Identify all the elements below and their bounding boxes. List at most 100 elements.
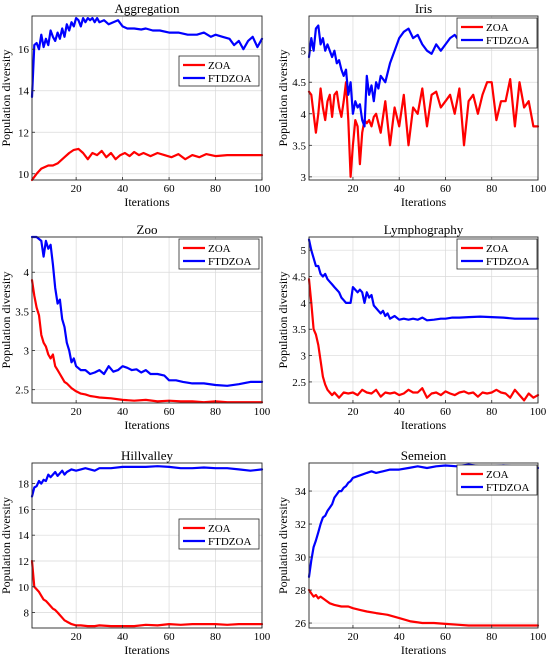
x-tick-label: 40 [394,183,406,195]
y-tick-label: 4.5 [292,272,306,284]
x-tick-label: 20 [71,183,83,195]
x-tick-label: 100 [530,631,547,643]
x-axis-label: Iterations [401,643,447,657]
x-tick-label: 40 [117,183,129,195]
axes-frame [31,236,263,404]
axes-frame [31,15,263,181]
y-tick-label: 8 [24,608,30,620]
x-axis-label: Iterations [401,195,447,209]
y-tick-label: 12 [18,556,29,568]
y-tick-label: 16 [18,44,30,56]
x-tick-label: 60 [440,183,452,195]
y-tick-label: 3.5 [292,140,306,152]
x-tick-label: 80 [486,183,498,195]
series-line-zoa [307,77,540,178]
x-tick-label: 40 [394,631,406,643]
series-line-zoa [307,278,540,402]
y-tick-label: 4 [24,267,30,279]
y-axis-label: Population diversity [276,50,290,147]
x-tick-label: 100 [530,406,547,418]
chart-panel-2: 20 40 60 80 100 3 3.5 4 4.5 5 Iris Iterations Popula… [276,1,547,209]
y-tick-label: 26 [295,618,307,630]
legend-label-zoa: ZOA [486,469,509,481]
y-axis-label: Population diversity [276,497,290,594]
chart-title: Lymphography [384,222,464,237]
series-line-ftdzoa [30,17,264,99]
y-tick-label: 4 [301,109,307,121]
chart-title: Iris [415,1,432,16]
legend-box [456,464,538,496]
chart-panel-5: 20 40 60 80 100 8 10 12 14 16 18 Hillvalley Iteratio… [0,448,271,657]
legend-label-zoa: ZOA [486,243,509,255]
legend-box [456,238,538,270]
y-tick-label: 14 [18,530,30,542]
chart-panel-6: 20 40 60 80 100 26 28 30 32 34 Semeion Iterations Po… [276,448,547,657]
y-tick-label: 34 [295,486,307,498]
legend-box [456,17,538,49]
series-line-zoa [30,279,264,404]
x-tick-label: 80 [210,406,222,418]
y-tick-label: 2.5 [292,377,306,389]
y-tick-label: 12 [18,127,29,139]
legend-label-ftdzoa: FTDZOA [208,256,251,268]
x-tick-label: 100 [254,183,271,195]
x-tick-label: 20 [347,183,359,195]
chart-title: Zoo [137,222,158,237]
chart-panel-1: 20 40 60 80 100 10 12 14 16 Aggregation Iterations… [0,1,271,209]
legend-box [178,238,260,270]
x-tick-label: 60 [164,406,176,418]
x-tick-label: 80 [486,406,498,418]
axes-frame [31,462,263,629]
x-axis-label: Iterations [124,643,170,657]
x-tick-label: 40 [394,406,406,418]
legend-label-ftdzoa: FTDZOA [208,73,251,85]
y-tick-label: 3.5 [292,324,306,336]
legend-label-ftdzoa: FTDZOA [486,35,529,47]
x-tick-label: 100 [254,631,271,643]
series-line-ftdzoa [307,24,489,128]
legend-box [178,55,260,87]
y-tick-label: 5 [301,46,307,58]
y-tick-label: 4 [301,298,307,310]
x-tick-label: 60 [164,631,176,643]
chart-title: Semeion [401,448,447,463]
axes-frame [308,462,539,629]
series-line-ftdzoa [307,238,540,322]
y-axis-label: Population diversity [276,272,290,369]
legend-box [178,518,260,550]
legend-label-ftdzoa: FTDZOA [208,536,251,548]
x-tick-label: 80 [210,183,222,195]
y-axis-label: Population diversity [0,272,13,369]
x-tick-label: 80 [210,631,222,643]
y-tick-label: 2.5 [15,385,29,397]
legend-label-zoa: ZOA [486,22,509,34]
y-tick-label: 16 [18,504,30,516]
y-tick-label: 32 [295,519,306,531]
series-line-zoa [30,559,264,628]
x-tick-label: 60 [440,406,452,418]
x-tick-label: 60 [440,631,452,643]
y-tick-label: 3.5 [15,306,29,318]
series-line-ftdzoa [30,465,264,498]
y-tick-label: 3 [301,351,307,363]
y-tick-label: 10 [18,582,30,594]
x-tick-label: 80 [486,631,498,643]
y-axis-label: Population diversity [0,497,13,594]
y-axis-label: Population diversity [0,50,13,147]
series-line-ftdzoa [30,235,264,387]
x-tick-label: 20 [71,631,83,643]
y-tick-label: 10 [18,169,30,181]
legend-label-ftdzoa: FTDZOA [486,482,529,494]
axes-frame [308,15,539,181]
y-tick-label: 3 [24,346,30,358]
chart-title: Hillvalley [121,448,173,463]
legend-label-zoa: ZOA [208,60,231,72]
y-tick-label: 14 [18,86,30,98]
y-tick-label: 18 [18,479,30,491]
